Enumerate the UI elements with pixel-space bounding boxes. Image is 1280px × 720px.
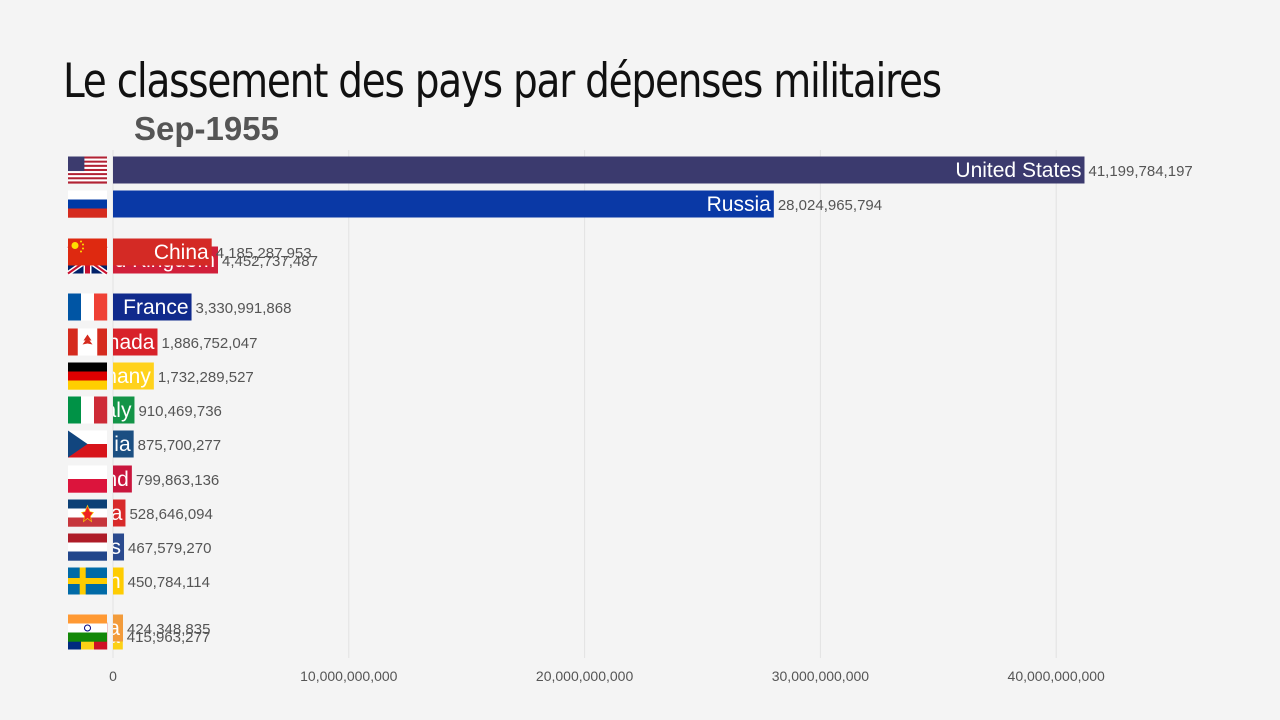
bar-rect bbox=[113, 190, 774, 218]
us-flag-icon bbox=[68, 156, 107, 184]
bar-label: United States bbox=[955, 159, 1081, 182]
bar-label: Netherlands bbox=[8, 536, 121, 559]
bar-rect bbox=[113, 238, 212, 266]
bar-label: Italy bbox=[93, 399, 132, 422]
bar-rect bbox=[113, 430, 134, 458]
bar-canada: Canada bbox=[81, 328, 158, 356]
value-label: 528,646,094 bbox=[129, 506, 212, 523]
bar-label: Germany bbox=[64, 365, 151, 388]
chart-title: Le classement des pays par dépenses mili… bbox=[63, 54, 942, 109]
value-label: 4,452,737,487 bbox=[222, 253, 318, 270]
bar-rect bbox=[113, 293, 192, 321]
value-label: 41,199,784,197 bbox=[1088, 163, 1192, 180]
value-label: 4,185,287,953 bbox=[216, 245, 312, 262]
sweden-flag-icon bbox=[68, 567, 107, 595]
bar-rect bbox=[113, 328, 158, 356]
value-label: 875,700,277 bbox=[138, 437, 221, 454]
bar-rect bbox=[113, 614, 124, 642]
bar-label: Poland bbox=[63, 468, 128, 491]
bar-label: Sweden bbox=[45, 570, 121, 593]
bar-rect bbox=[113, 396, 135, 424]
bar-netherlands: Netherlands bbox=[8, 533, 125, 561]
x-tick-label: 10,000,000,000 bbox=[300, 668, 398, 684]
czechia-flag-icon bbox=[68, 430, 107, 458]
value-label: 28,024,965,794 bbox=[778, 197, 882, 214]
bar-label: India bbox=[74, 617, 120, 640]
russia-flag-icon bbox=[68, 190, 107, 218]
bar-label: Russia bbox=[707, 193, 772, 216]
bar-label: China bbox=[154, 241, 209, 264]
bar-russia: Russia bbox=[113, 190, 774, 218]
bar-poland: Poland bbox=[63, 465, 132, 493]
poland-flag-icon bbox=[68, 465, 107, 493]
x-tick-label: 20,000,000,000 bbox=[536, 668, 634, 684]
bar-rect bbox=[113, 499, 126, 527]
bar-label: Yugoslavia bbox=[21, 502, 123, 525]
value-label: 799,863,136 bbox=[136, 472, 219, 489]
china-flag-icon bbox=[68, 238, 107, 266]
value-label: 450,784,114 bbox=[128, 574, 210, 591]
italy-flag-icon bbox=[68, 396, 108, 424]
value-label: 3,330,991,868 bbox=[196, 300, 292, 317]
bar-france: France bbox=[113, 293, 192, 321]
bar-czechia: Czechia bbox=[55, 430, 134, 458]
x-tick-label: 0 bbox=[109, 668, 117, 684]
bar-label: Canada bbox=[81, 331, 155, 354]
value-label: 1,886,752,047 bbox=[161, 335, 257, 352]
bar-rect bbox=[113, 533, 125, 561]
bar-rect bbox=[113, 465, 132, 493]
value-label: 1,732,289,527 bbox=[158, 369, 254, 386]
bar-sweden: Sweden bbox=[45, 567, 124, 595]
value-label: 910,469,736 bbox=[138, 403, 221, 420]
date-label: Sep-1955 bbox=[134, 110, 279, 147]
canada-flag-icon bbox=[68, 328, 107, 356]
bar-label: France bbox=[123, 296, 188, 319]
bar-india: India bbox=[74, 614, 124, 642]
x-tick-label: 40,000,000,000 bbox=[1008, 668, 1106, 684]
bar-italy: Italy bbox=[93, 396, 135, 424]
france-flag-icon bbox=[68, 293, 108, 321]
value-label: 415,963,277 bbox=[127, 629, 210, 646]
bar-germany: Germany bbox=[64, 362, 154, 390]
bar-rect bbox=[113, 567, 124, 595]
bar-yugoslavia: Yugoslavia bbox=[21, 499, 126, 527]
bar-label: Czechia bbox=[55, 433, 131, 456]
yugoslavia-flag-icon bbox=[68, 499, 107, 527]
value-label: 424,348,835 bbox=[127, 621, 210, 638]
germany-flag-icon bbox=[68, 362, 107, 390]
value-label: 467,579,270 bbox=[128, 540, 211, 557]
x-tick-label: 30,000,000,000 bbox=[772, 668, 870, 684]
bar-rect bbox=[113, 362, 154, 390]
bar-united-states: United States bbox=[113, 156, 1085, 184]
netherlands-flag-icon bbox=[68, 533, 107, 561]
india-flag-icon bbox=[68, 614, 107, 642]
bar-china: China bbox=[113, 238, 212, 266]
bar-rect bbox=[113, 156, 1085, 184]
